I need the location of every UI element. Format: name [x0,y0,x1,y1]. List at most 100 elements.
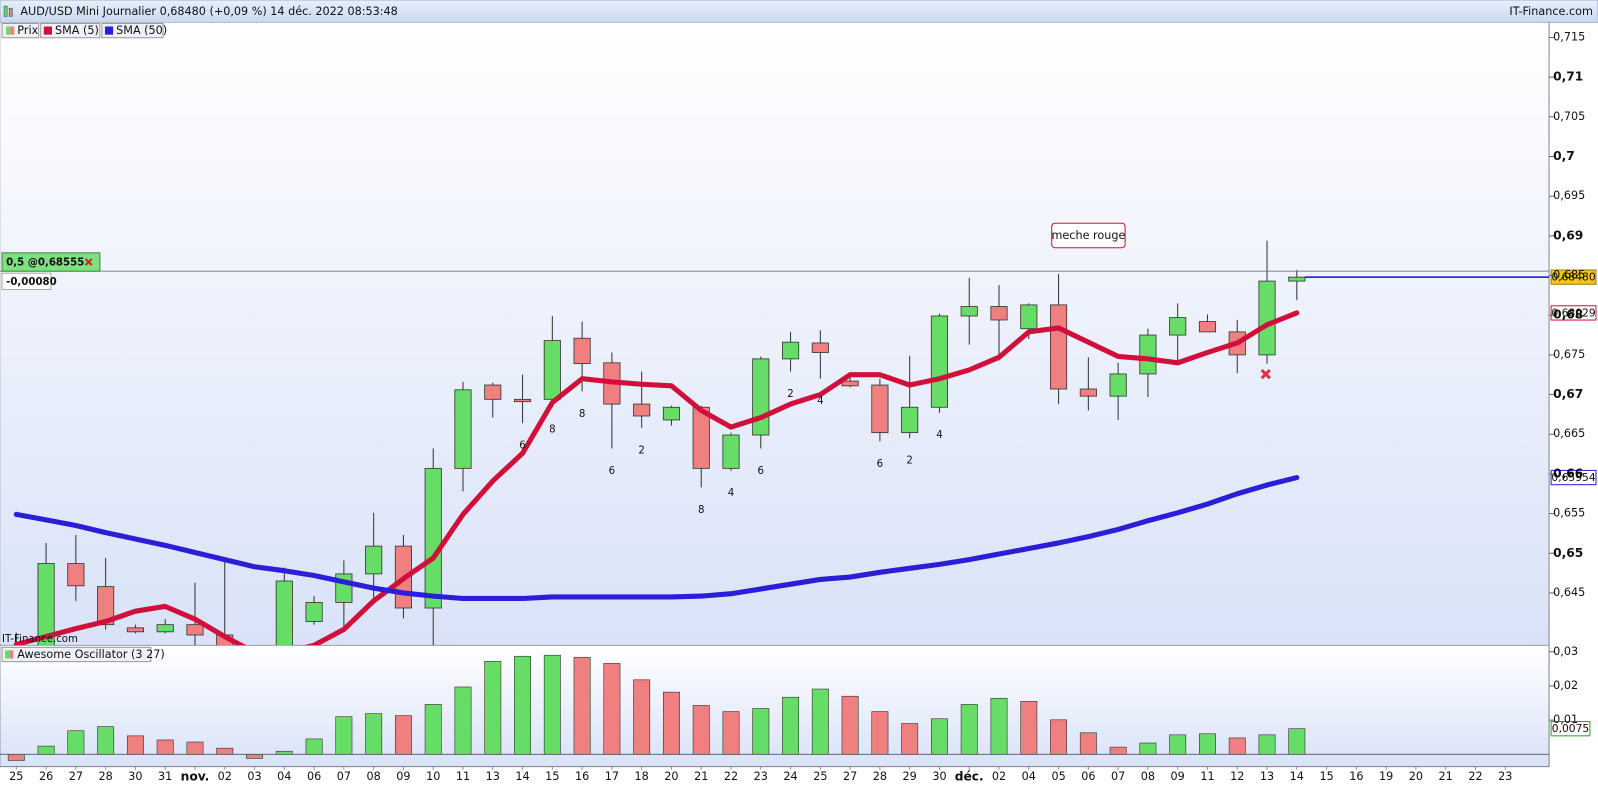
bar [37,745,55,755]
watermark: IT-Finance.com [2,634,78,645]
candle-body [543,340,561,400]
y-tick-label: 0,685 [1553,269,1585,282]
legend-swatch [104,26,114,35]
legend-label: SMA (5) [55,24,99,37]
y-tick-label: 0,65 [1553,546,1583,560]
annotation: meche rouge [1052,229,1126,242]
bar [662,691,680,755]
count-label: 4 [936,430,942,441]
legend-swatch [9,650,14,659]
candle-body [1288,276,1306,282]
y-tick-label: 0,71 [1553,70,1583,84]
x-tick-label: 05 [1051,770,1065,783]
bar [1079,732,1097,755]
x-tick-label: 23 [1498,770,1512,783]
candle-body [37,563,55,646]
legend-item[interactable] [101,22,164,39]
candle-body [1198,321,1217,333]
bar [1169,734,1187,755]
bar [782,696,800,755]
legend-swatch [5,650,10,659]
y-tick-label: 0,02 [1553,679,1578,692]
bar [603,663,621,755]
y-tick-label: 0,66 [1553,466,1583,480]
count-label: 6 [877,459,883,470]
x-tick-label: 28 [873,770,887,783]
bar [1109,746,1127,755]
x-tick-label: 03 [247,770,261,783]
legend-item[interactable] [40,22,101,39]
candle-body [126,627,144,633]
count-label: 8 [549,425,555,436]
x-tick-label: 27 [69,770,83,783]
x-tick-label: 30 [128,770,142,783]
bar [1199,733,1216,755]
sma-line [13,475,1300,602]
legend-swatch [10,26,15,35]
price-tag [1550,269,1597,285]
count-label: 6 [758,466,764,477]
bar [841,695,859,755]
candle-body [454,389,472,469]
candle-body [1079,388,1097,397]
y-tick-label: 0,68 [1553,308,1583,322]
x-tick-label: 08 [1141,770,1155,783]
candle-body [365,545,383,575]
bar [484,661,502,755]
x-tick-label: 02 [992,770,1006,783]
candle-body [811,342,829,353]
legend-label: Prix [17,24,38,37]
bar [1020,701,1038,755]
icon [8,7,13,17]
candle-body [573,337,591,365]
x-tick-label: 19 [1379,770,1393,783]
count-label: 2 [787,389,793,400]
price-tag [1550,721,1591,737]
icon [3,5,8,17]
order-box [1,252,101,272]
x-tick-label: 25 [9,770,23,783]
y-tick-label: 0,645 [1553,586,1585,599]
x-tick-label: 21 [1439,770,1453,783]
oscillator-title: Awesome Oscillator (3 27) [17,648,164,661]
bar [335,716,353,755]
price-tag-label: 0,68029 [1551,306,1595,319]
bar [1050,719,1068,755]
x-tick-label: 22 [1468,770,1482,783]
legend-item[interactable] [1,646,152,663]
count-label: 6 [609,466,615,477]
x-tick-label: 27 [843,770,857,783]
x-tick-label: 07 [1111,770,1125,783]
candle-body [901,406,919,434]
x-tick-label: 28 [99,770,113,783]
bar [275,750,293,755]
annotation-box[interactable] [1051,222,1126,249]
candle-body [1169,317,1187,336]
candle-body [424,467,442,609]
y-tick-label: 0,03 [1553,645,1578,658]
x-tick-label: déc. [955,769,984,783]
bar [7,754,25,761]
pnl: -0,00080 [6,277,57,288]
bar [394,715,412,755]
bar [990,697,1008,755]
candle-body [275,580,293,646]
bar [901,723,919,755]
x-tick-label: nov. [181,769,210,783]
candle-body [97,586,115,626]
x-tick-label: 26 [39,770,53,783]
bar [216,747,234,755]
candle-body [930,315,949,408]
x-tick-label: 07 [337,770,351,783]
bar [1228,737,1246,755]
y-tick-label: 0,665 [1553,427,1585,440]
x-tick-label: 22 [724,770,738,783]
x-tick-label: 06 [307,770,321,783]
pnl-box [1,272,52,291]
bar [246,754,263,759]
bar [1288,728,1306,755]
x-tick-label: 29 [903,770,917,783]
x-tick-label: 08 [367,770,381,783]
bar [186,741,204,755]
